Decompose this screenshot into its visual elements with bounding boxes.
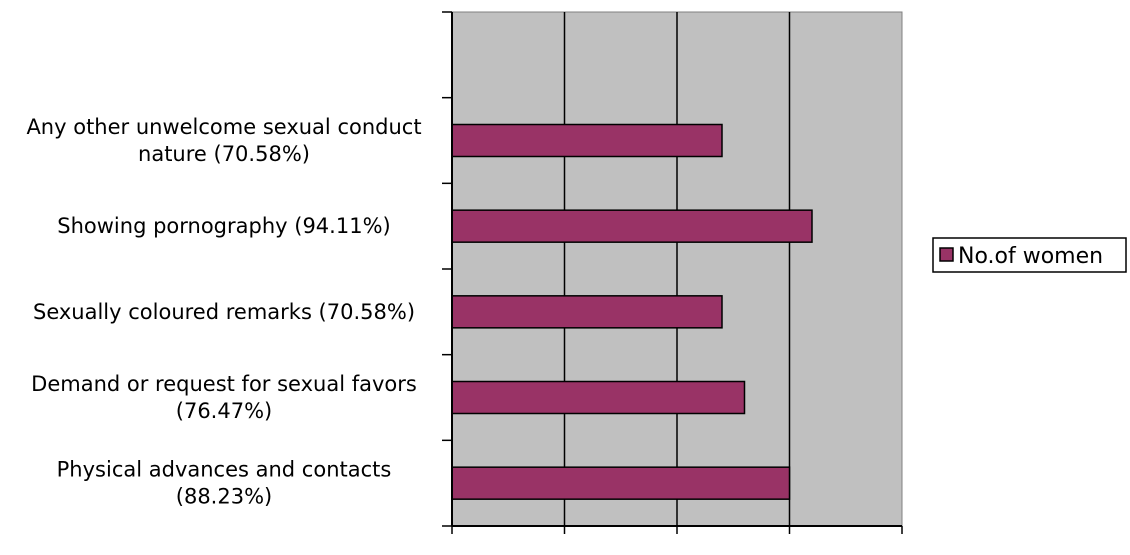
category-label: Physical advances and contacts (88.23%) <box>57 458 392 509</box>
bar <box>451 295 723 329</box>
bar <box>451 209 813 243</box>
legend-swatch <box>939 247 954 262</box>
category-label: Showing pornography (94.11%) <box>57 214 390 238</box>
category-label: Sexually coloured remarks (70.58%) <box>33 300 415 324</box>
y-ticks <box>442 11 452 527</box>
category-label: Any other unwelcome sexual conduct nature… <box>26 115 421 166</box>
x-ticks: 05101520 <box>445 526 916 555</box>
bar <box>451 466 791 500</box>
legend-label: No.of women <box>958 244 1103 269</box>
bar <box>451 380 746 415</box>
legend-box <box>932 237 1127 273</box>
category-label: Demand or request for sexual favors (76.4… <box>31 372 417 423</box>
category-labels: Physical advances and contacts (88.23%) De… <box>26 115 421 509</box>
legend: No.of women <box>932 237 1127 273</box>
bars <box>451 123 813 500</box>
bar <box>451 123 723 158</box>
gridlines <box>563 12 791 526</box>
